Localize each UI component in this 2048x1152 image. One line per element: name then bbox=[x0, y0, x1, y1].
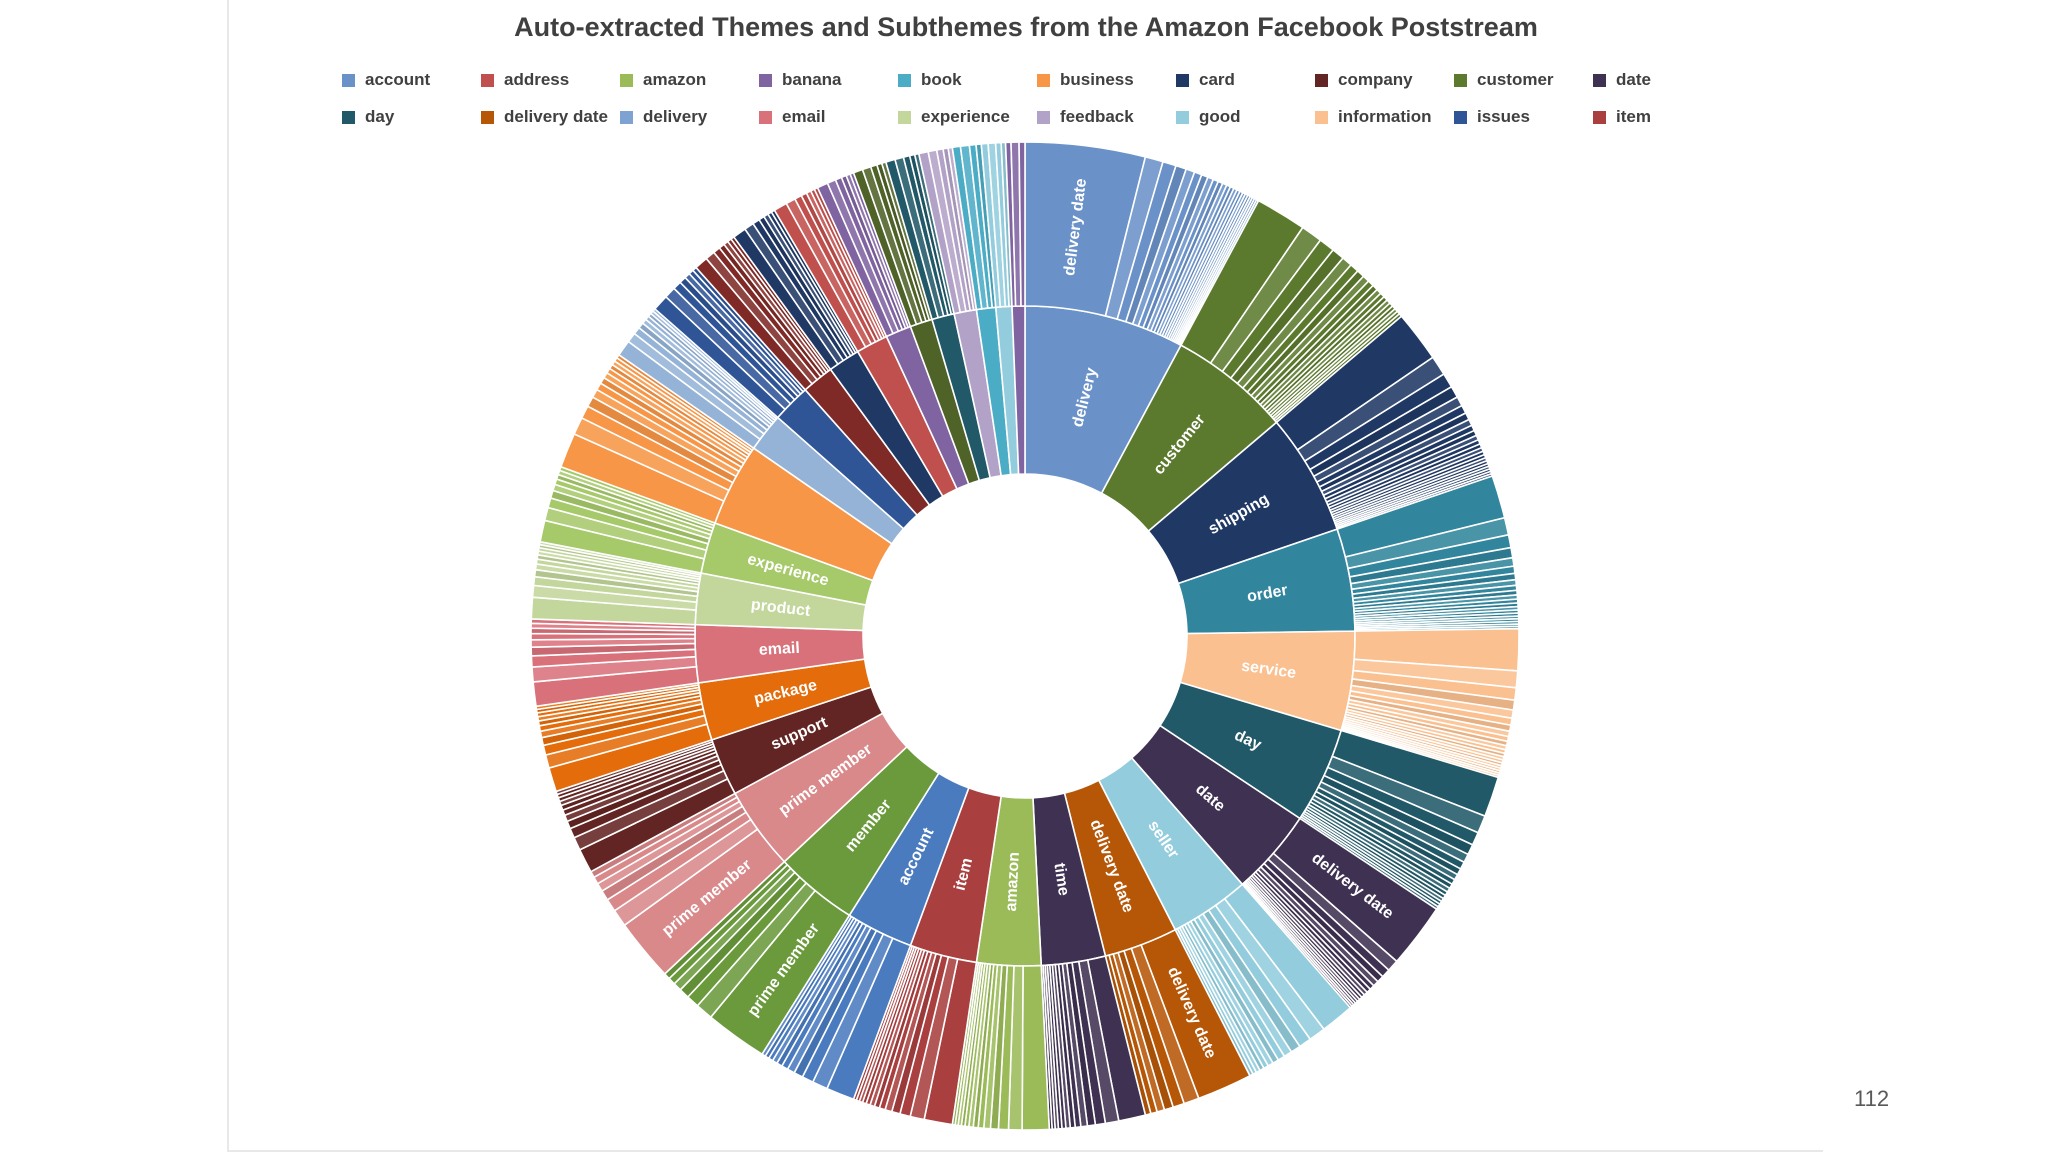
legend-swatch bbox=[342, 110, 355, 124]
legend-item: good bbox=[1176, 103, 1241, 131]
subtheme-segment bbox=[1018, 141, 1026, 307]
legend-swatch bbox=[1176, 110, 1189, 124]
legend-label: amazon bbox=[643, 70, 707, 89]
legend-swatch bbox=[1037, 73, 1050, 87]
legend-item: date bbox=[1593, 66, 1651, 94]
page-number: 112 bbox=[1854, 1086, 1890, 1111]
legend-label: day bbox=[365, 107, 395, 126]
legend-label: banana bbox=[782, 70, 842, 89]
theme-label: time bbox=[1050, 862, 1072, 897]
legend-swatch bbox=[1593, 110, 1606, 124]
legend-label: account bbox=[365, 70, 431, 89]
theme-label: email bbox=[758, 640, 800, 659]
legend-item: experience bbox=[898, 103, 1010, 131]
legend-label: information bbox=[1338, 107, 1432, 126]
legend-item: delivery bbox=[620, 103, 707, 131]
theme-label: product bbox=[750, 596, 812, 620]
legend-item: delivery date bbox=[481, 103, 608, 131]
legend-swatch bbox=[1315, 110, 1328, 124]
legend-item: company bbox=[1315, 66, 1413, 94]
theme-label: order bbox=[1246, 582, 1289, 606]
legend-label: feedback bbox=[1060, 107, 1134, 126]
legend-label: company bbox=[1338, 70, 1413, 89]
legend-swatch bbox=[759, 110, 772, 124]
legend-label: business bbox=[1060, 70, 1134, 89]
legend-swatch bbox=[1176, 73, 1189, 87]
legend-swatch bbox=[1037, 110, 1050, 124]
legend-label: card bbox=[1199, 70, 1235, 89]
legend-label: experience bbox=[921, 107, 1010, 126]
legend-label: delivery date bbox=[504, 107, 608, 126]
legend-swatch bbox=[1593, 73, 1606, 87]
legend-label: email bbox=[782, 107, 826, 126]
legend-item: day bbox=[342, 103, 394, 131]
chart-legend: account address amazon banana book business ca… bbox=[342, 66, 1651, 136]
legend-swatch bbox=[481, 110, 494, 124]
legend-item: feedback bbox=[1037, 103, 1134, 131]
legend-item: information bbox=[1315, 103, 1432, 131]
legend-item: email bbox=[759, 103, 825, 131]
legend-item: amazon bbox=[620, 66, 706, 94]
legend-swatch bbox=[481, 73, 494, 87]
legend-item: book bbox=[898, 66, 962, 94]
legend-item: business bbox=[1037, 66, 1134, 94]
legend-swatch bbox=[898, 73, 911, 87]
legend-label: delivery bbox=[643, 107, 708, 126]
legend-swatch bbox=[620, 110, 633, 124]
legend-item: customer bbox=[1454, 66, 1554, 94]
legend-swatch bbox=[759, 73, 772, 87]
legend-item: account bbox=[342, 66, 430, 94]
legend-label: book bbox=[921, 70, 962, 89]
legend-label: customer bbox=[1477, 70, 1554, 89]
legend-item: item bbox=[1593, 103, 1651, 131]
theme-label: amazon bbox=[1003, 852, 1023, 912]
legend-swatch bbox=[1454, 110, 1467, 124]
legend-item: card bbox=[1176, 66, 1235, 94]
legend-item: banana bbox=[759, 66, 842, 94]
slide: Auto-extracted Themes and Subthemes from… bbox=[227, 0, 1889, 1152]
legend-swatch bbox=[620, 73, 633, 87]
legend-label: issues bbox=[1477, 107, 1530, 126]
legend-label: item bbox=[1616, 107, 1651, 126]
legend-swatch bbox=[342, 73, 355, 87]
legend-label: address bbox=[504, 70, 570, 89]
legend-item: issues bbox=[1454, 103, 1530, 131]
chart-title: Auto-extracted Themes and Subthemes from… bbox=[514, 12, 1538, 42]
legend-swatch bbox=[1454, 73, 1467, 87]
legend-label: date bbox=[1616, 70, 1651, 89]
legend-item: address bbox=[481, 66, 569, 94]
legend-swatch bbox=[898, 110, 911, 124]
legend-label: good bbox=[1199, 107, 1241, 126]
legend-swatch bbox=[1315, 73, 1328, 87]
